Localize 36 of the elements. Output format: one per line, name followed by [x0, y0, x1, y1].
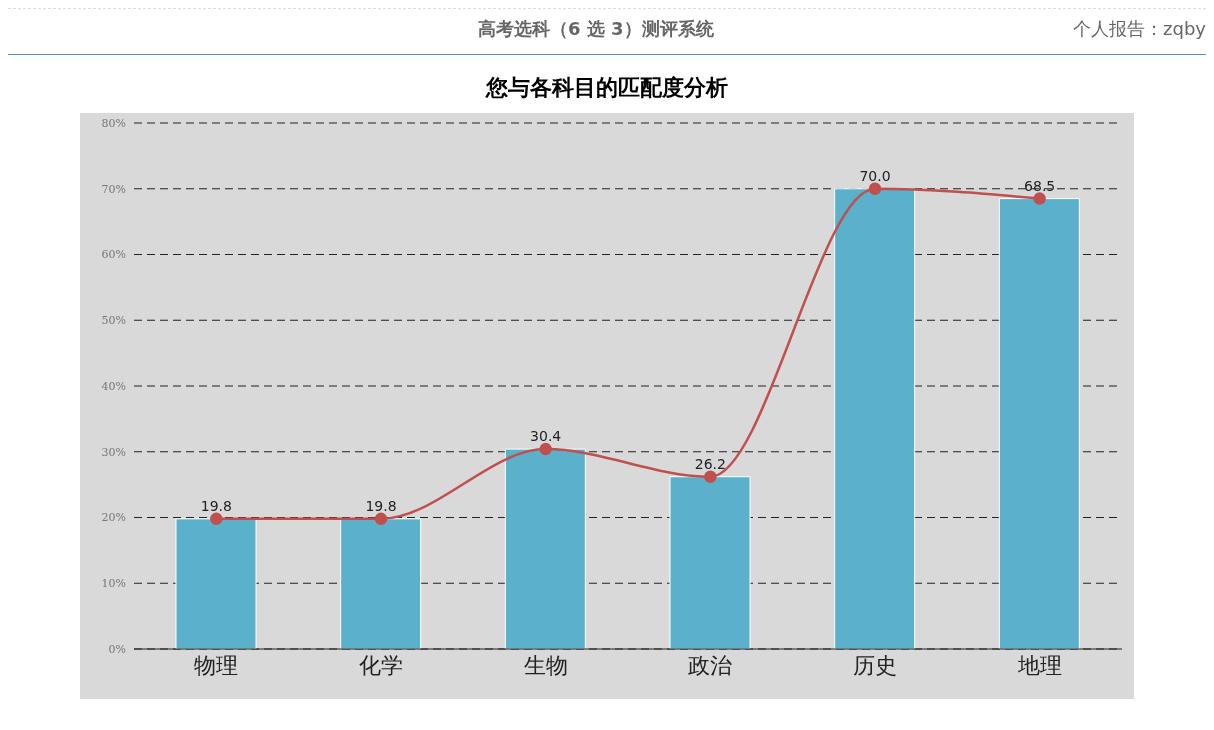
point: [210, 512, 223, 526]
x-tick-label: 历史: [853, 652, 897, 678]
data-label: 26.2: [694, 455, 726, 472]
x-tick-label: 地理: [1016, 652, 1062, 678]
data-label: 68.5: [1024, 177, 1056, 194]
y-tick-label: 0%: [108, 642, 126, 656]
data-label: 70.0: [859, 167, 891, 184]
y-tick-label: 20%: [101, 511, 126, 525]
data-label: 30.4: [530, 428, 562, 445]
text: 高考选科（6 选 3）测评系统: [478, 17, 714, 41]
x-tick-label: 化学: [359, 652, 403, 678]
bar: [669, 476, 751, 649]
y-tick-label: 60%: [101, 248, 126, 262]
chart-title: 您与各科目的匹配度分析: [484, 74, 729, 102]
x-tick-label: 政治: [688, 652, 733, 678]
point: [539, 442, 552, 456]
x-tick-label: 物理: [194, 652, 239, 678]
x-tick-label: 生物: [523, 652, 568, 678]
bar: [834, 188, 916, 649]
point: [868, 182, 882, 195]
y-tick-label: 10%: [101, 577, 126, 591]
point: [374, 512, 388, 526]
point: [704, 470, 717, 483]
data-label: 19.8: [200, 497, 232, 514]
bar: [998, 198, 1080, 649]
y-tick-label: 40%: [101, 379, 126, 393]
data-label: 19.8: [365, 497, 397, 514]
y-tick-label: 80%: [101, 116, 126, 130]
bar: [340, 518, 422, 649]
y-tick-label: 30%: [101, 445, 126, 459]
bar: [504, 448, 586, 649]
text: 个人报告：zqby: [1073, 17, 1206, 41]
y-tick-label: 70%: [101, 182, 126, 196]
bar: [175, 518, 257, 649]
y-tick-label: 50%: [101, 314, 126, 328]
point: [1033, 192, 1046, 205]
